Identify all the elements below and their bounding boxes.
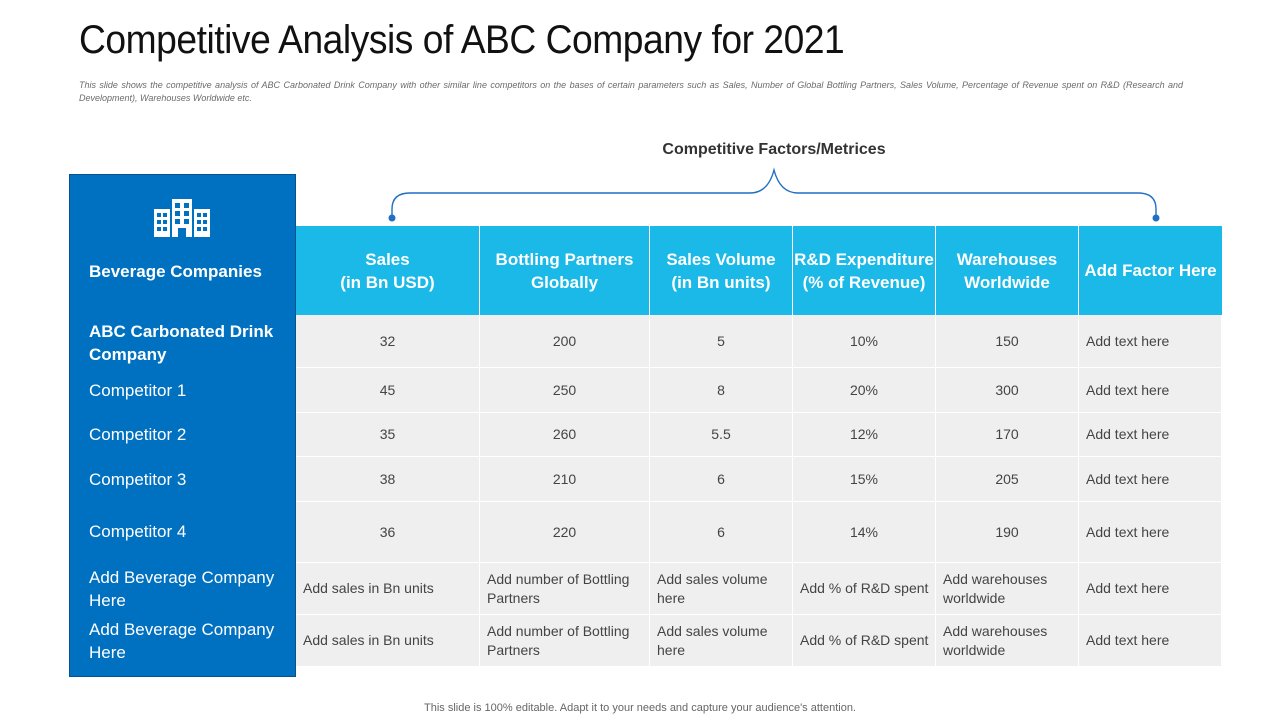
company-row-label: Competitor 4 xyxy=(89,522,187,541)
table-cell: 170 xyxy=(936,413,1079,457)
table-cell: Add text here xyxy=(1079,457,1222,502)
table-cell: 200 xyxy=(480,315,650,368)
company-row-label: Add Beverage Company Here xyxy=(89,568,275,610)
table-cell: Add warehouses worldwide xyxy=(936,615,1079,667)
table-cell: Add text here xyxy=(1079,413,1222,457)
company-row-label: Competitor 2 xyxy=(89,425,187,444)
table-cell: 10% xyxy=(793,315,936,368)
company-row-label: ABC Carbonated Drink Company xyxy=(89,322,274,364)
table-cell: 32 xyxy=(296,315,480,368)
table-cell: 150 xyxy=(936,315,1079,368)
table-cell: 260 xyxy=(480,413,650,457)
table-cell: 205 xyxy=(936,457,1079,502)
factors-label: Competitive Factors/Metrices xyxy=(662,141,886,158)
column-header-volume: Sales Volume (in Bn units) xyxy=(650,226,793,315)
table-cell: Add sales volume here xyxy=(650,615,793,667)
table-cell: Add text here xyxy=(1079,502,1222,563)
table-cell: 6 xyxy=(650,457,793,502)
table-cell: Add sales volume here xyxy=(650,563,793,615)
table-cell: Add sales in Bn units xyxy=(296,615,480,667)
column-header-sales: Sales (in Bn USD) xyxy=(296,226,480,315)
table-cell: 6 xyxy=(650,502,793,563)
column-header-bottling: Bottling Partners Globally xyxy=(480,226,650,315)
table-cell: 12% xyxy=(793,413,936,457)
table-cell: 8 xyxy=(650,368,793,413)
company-row-label: Add Beverage Company Here xyxy=(89,620,275,662)
companies-panel: Beverage Companies ABC Carbonated Drink … xyxy=(69,174,296,677)
column-header-warehouses: Warehouses Worldwide xyxy=(936,226,1079,315)
column-header-rnd: R&D Expenditure (% of Revenue) xyxy=(793,226,936,315)
table-cell: 35 xyxy=(296,413,480,457)
company-row-label: Competitor 3 xyxy=(89,470,187,489)
table-cell: 5 xyxy=(650,315,793,368)
table-cell: 190 xyxy=(936,502,1079,563)
table-cell: 250 xyxy=(480,368,650,413)
table-cell: Add number of Bottling Partners xyxy=(480,615,650,667)
table-cell: Add number of Bottling Partners xyxy=(480,563,650,615)
bracket-connector xyxy=(388,167,1160,222)
table-cell: Add sales in Bn units xyxy=(296,563,480,615)
table-cell: 45 xyxy=(296,368,480,413)
table-cell: 14% xyxy=(793,502,936,563)
table-cell: 5.5 xyxy=(650,413,793,457)
table-cell: Add text here xyxy=(1079,615,1222,667)
footer-note: This slide is 100% editable. Adapt it to… xyxy=(424,702,856,714)
column-header-add-factor: Add Factor Here xyxy=(1079,226,1222,315)
table-cell: 300 xyxy=(936,368,1079,413)
building-icon xyxy=(154,199,210,237)
table-cell: Add text here xyxy=(1079,368,1222,413)
company-row-label: Competitor 1 xyxy=(89,381,187,400)
table-cell: Add text here xyxy=(1079,315,1222,368)
table-cell: Add text here xyxy=(1079,563,1222,615)
table-cell: 15% xyxy=(793,457,936,502)
table-cell: 210 xyxy=(480,457,650,502)
page-title: Competitive Analysis of ABC Company for … xyxy=(79,18,845,62)
table-cell: 36 xyxy=(296,502,480,563)
table-cell: Add % of R&D spent xyxy=(793,563,936,615)
table-cell: 220 xyxy=(480,502,650,563)
table-cell: Add % of R&D spent xyxy=(793,615,936,667)
table-cell: 38 xyxy=(296,457,480,502)
page-subtitle: This slide shows the competitive analysi… xyxy=(79,80,1183,103)
panel-header: Beverage Companies xyxy=(89,262,262,281)
table-cell: 20% xyxy=(793,368,936,413)
table-cell: Add warehouses worldwide xyxy=(936,563,1079,615)
